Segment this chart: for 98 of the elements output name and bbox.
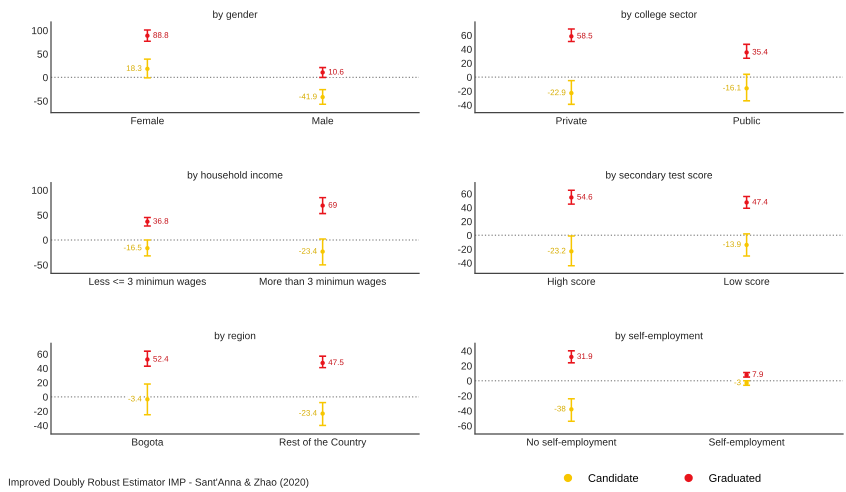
data-label: 10.6	[328, 68, 344, 75]
point	[320, 203, 325, 208]
point	[145, 34, 150, 38]
y-tick-label: 60	[37, 350, 48, 358]
data-label: -23.2	[548, 248, 566, 254]
point	[569, 407, 574, 412]
point	[569, 195, 574, 200]
y-tick-label: -50	[34, 98, 48, 105]
data-label: 47.4	[752, 199, 768, 205]
y-tick-label: 60	[461, 32, 472, 40]
data-label: 7.9	[752, 371, 763, 378]
point	[569, 249, 574, 254]
x-tick-label: High score	[548, 278, 596, 287]
point	[569, 34, 574, 38]
y-tick-label: -50	[34, 261, 48, 269]
chart-title: by household income	[188, 171, 282, 181]
data-label: 35.4	[752, 48, 768, 55]
y-tick-label: 0	[42, 74, 48, 82]
point	[744, 86, 749, 91]
text: Improved Doubly Robust Estimator IMP - Sant'Anna & Zhao (2020)	[8, 478, 308, 488]
point	[744, 200, 749, 205]
data-label: 18.3	[126, 65, 142, 71]
data-label: -38	[554, 406, 566, 412]
y-tick-label: -40	[458, 407, 472, 415]
y-tick-label: 50	[37, 212, 48, 219]
point	[744, 242, 749, 248]
point	[145, 357, 150, 362]
data-label: -16.1	[723, 84, 741, 90]
data-label: 47.5	[328, 360, 344, 366]
y-tick-label: 40	[461, 347, 472, 355]
y-tick-label: 0	[42, 236, 48, 244]
point	[145, 397, 150, 402]
x-tick-label: Less <= 3 minimun wages	[89, 278, 206, 287]
y-tick-label: 0	[466, 232, 472, 240]
legend-label: Graduated	[709, 474, 760, 482]
point	[320, 411, 325, 416]
data-label: 69	[328, 202, 337, 208]
point	[320, 360, 325, 366]
data-label: -23.4	[299, 248, 317, 254]
data-label: -16.5	[124, 244, 142, 250]
point	[320, 70, 325, 75]
data-label: 52.4	[153, 356, 168, 362]
y-tick-label: 20	[461, 60, 472, 67]
data-label: 54.6	[577, 194, 592, 200]
y-tick-label: 40	[37, 364, 48, 372]
y-tick-label: 20	[461, 362, 472, 370]
y-tick-label: 0	[466, 377, 472, 385]
y-tick-label: -20	[34, 408, 48, 415]
data-label: -3	[734, 380, 741, 386]
y-tick-label: 0	[466, 74, 472, 81]
point	[145, 66, 150, 72]
data-label: -3.4	[128, 396, 142, 402]
y-tick-label: 100	[32, 186, 48, 194]
x-tick-label: Low score	[724, 278, 770, 285]
y-tick-label: 100	[32, 27, 48, 34]
point	[744, 50, 749, 55]
y-tick-label: -40	[458, 260, 472, 267]
y-tick-label: 20	[461, 218, 472, 226]
legend-label: Candidate	[588, 474, 638, 482]
point	[569, 354, 574, 360]
x-tick-label: Female	[131, 116, 164, 124]
y-tick-label: -40	[34, 422, 48, 430]
x-tick-label: Self-employment	[709, 438, 785, 448]
data-label: 36.8	[153, 218, 168, 224]
data-label: -23.4	[299, 410, 317, 416]
y-tick-label: -60	[458, 422, 472, 430]
point	[569, 90, 574, 96]
x-tick-label: Public	[734, 116, 760, 124]
data-label: -13.9	[723, 241, 741, 248]
y-tick-label: -20	[458, 88, 472, 95]
point	[320, 94, 325, 100]
chart-title: by self-employment	[616, 332, 703, 342]
point	[145, 246, 150, 250]
data-label: 31.9	[577, 353, 592, 360]
chart-title: by college sector	[622, 10, 697, 20]
x-tick-label: Bogota	[132, 438, 164, 448]
chart-title: by region	[214, 332, 256, 342]
chart-title: by gender	[213, 10, 258, 20]
y-tick-label: 40	[461, 204, 472, 212]
x-tick-label: More than 3 minimun wages	[260, 278, 386, 287]
y-tick-label: 20	[37, 379, 48, 386]
point	[320, 249, 325, 254]
y-tick-label: 60	[461, 190, 472, 198]
x-tick-label: No self-employment	[527, 438, 616, 448]
y-tick-label: 40	[461, 46, 472, 53]
y-tick-label: -40	[458, 102, 472, 109]
x-tick-label: Male	[312, 116, 334, 124]
data-label: 88.8	[153, 32, 168, 38]
y-tick-label: -20	[458, 392, 472, 400]
chart-title: by secondary test score	[606, 171, 712, 181]
data-label: 58.5	[577, 32, 592, 38]
y-tick-label: 50	[37, 50, 48, 58]
data-label: -22.9	[548, 90, 566, 96]
data-label: -41.9	[299, 94, 317, 100]
x-tick-label: Private	[556, 116, 587, 124]
y-tick-label: -20	[458, 246, 472, 253]
x-tick-label: Rest of the Country	[280, 438, 366, 448]
y-tick-label: 0	[42, 393, 48, 401]
